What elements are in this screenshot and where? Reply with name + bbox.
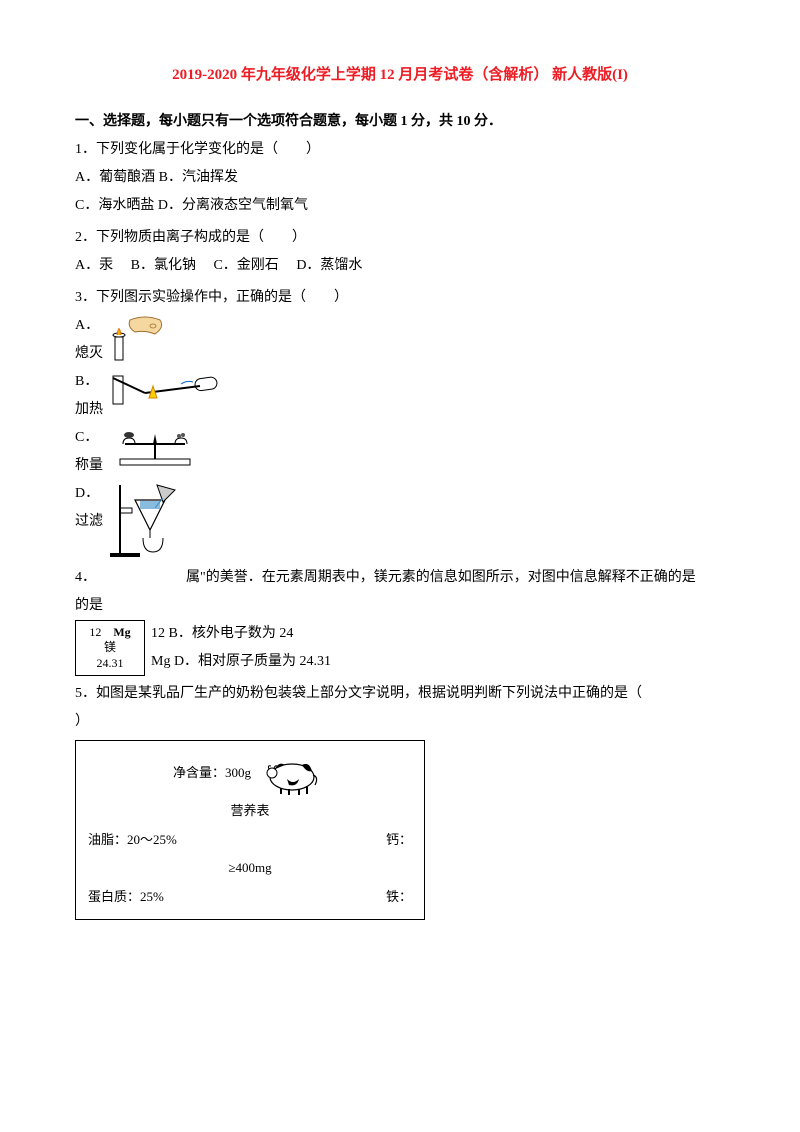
ge400-row: ≥400mg bbox=[88, 854, 412, 883]
fat-row: 油脂：20～25% 钙： bbox=[88, 826, 412, 855]
nutrition-heading: 营养表 bbox=[88, 797, 412, 826]
q3-option-A: A． 熄灭 bbox=[75, 312, 725, 368]
q4-options-ab: 12 B．核外电子数为 24 bbox=[151, 620, 331, 648]
q4-stem-line: 4．属"的美誉．在元素周期表中，镁元素的信息如图所示，对图中信息解释不正确的是 bbox=[75, 564, 725, 592]
net-weight: 净含量：300g bbox=[173, 759, 251, 788]
q1-stem: 1．下列变化属于化学变化的是（ ） bbox=[75, 136, 725, 164]
q1-options-cd: C．海水晒盐 D．分离液态空气制氧气 bbox=[75, 192, 725, 220]
q5-stem: 5．如图是某乳品厂生产的奶粉包装袋上部分文字说明，根据说明判断下列说法中正确的是… bbox=[75, 680, 725, 708]
q4-options-cd: Mg D．相对原子质量为 24.31 bbox=[151, 648, 331, 676]
q2-stem: 2．下列物质由离子构成的是（ ） bbox=[75, 224, 725, 252]
section-heading: 一、选择题，每小题只有一个选项符合题意，每小题 1 分，共 10 分． bbox=[75, 108, 725, 136]
question-3: 3．下列图示实验操作中，正确的是（ ） A． 熄灭 B． 加热 bbox=[75, 284, 725, 560]
q3-option-C: C． 称量 bbox=[75, 424, 725, 480]
q4-element-box-row: 12 Mg 镁 24.31 12 B．核外电子数为 24 Mg D．相对原子质量… bbox=[75, 620, 725, 676]
mg-element-box: 12 Mg 镁 24.31 bbox=[75, 620, 145, 676]
experiment-image-C-icon bbox=[105, 424, 205, 469]
q2-options: A．汞 B．氯化钠 C．金刚石 D．蒸馏水 bbox=[75, 252, 725, 280]
q4-stem-cont: 的是 bbox=[75, 592, 725, 620]
q1-options-ab: A．葡萄酿酒 B．汽油挥发 bbox=[75, 164, 725, 192]
experiment-image-A-icon bbox=[105, 312, 185, 367]
experiment-image-B-icon bbox=[105, 368, 225, 418]
experiment-image-D-icon bbox=[105, 480, 195, 560]
question-5: 5．如图是某乳品厂生产的奶粉包装袋上部分文字说明，根据说明判断下列说法中正确的是… bbox=[75, 680, 725, 920]
cow-icon bbox=[257, 749, 327, 797]
q5-paren: ） bbox=[75, 708, 725, 736]
question-2: 2．下列物质由离子构成的是（ ） A．汞 B．氯化钠 C．金刚石 D．蒸馏水 bbox=[75, 224, 725, 280]
page-title: 2019-2020 年九年级化学上学期 12 月月考试卷（含解析） 新人教版(I… bbox=[75, 60, 725, 90]
q3-option-D: D． 过滤 bbox=[75, 480, 725, 560]
protein-row: 蛋白质：25% 铁： bbox=[88, 883, 412, 912]
question-4: 4．属"的美誉．在元素周期表中，镁元素的信息如图所示，对图中信息解释不正确的是 … bbox=[75, 564, 725, 676]
q3-stem: 3．下列图示实验操作中，正确的是（ ） bbox=[75, 284, 725, 312]
question-1: 1．下列变化属于化学变化的是（ ） A．葡萄酿酒 B．汽油挥发 C．海水晒盐 D… bbox=[75, 136, 725, 220]
q3-option-B: B． 加热 bbox=[75, 368, 725, 424]
nutrition-table: 净含量：300g 营养表 油脂：20～25% 钙： ≥400mg bbox=[75, 740, 425, 920]
